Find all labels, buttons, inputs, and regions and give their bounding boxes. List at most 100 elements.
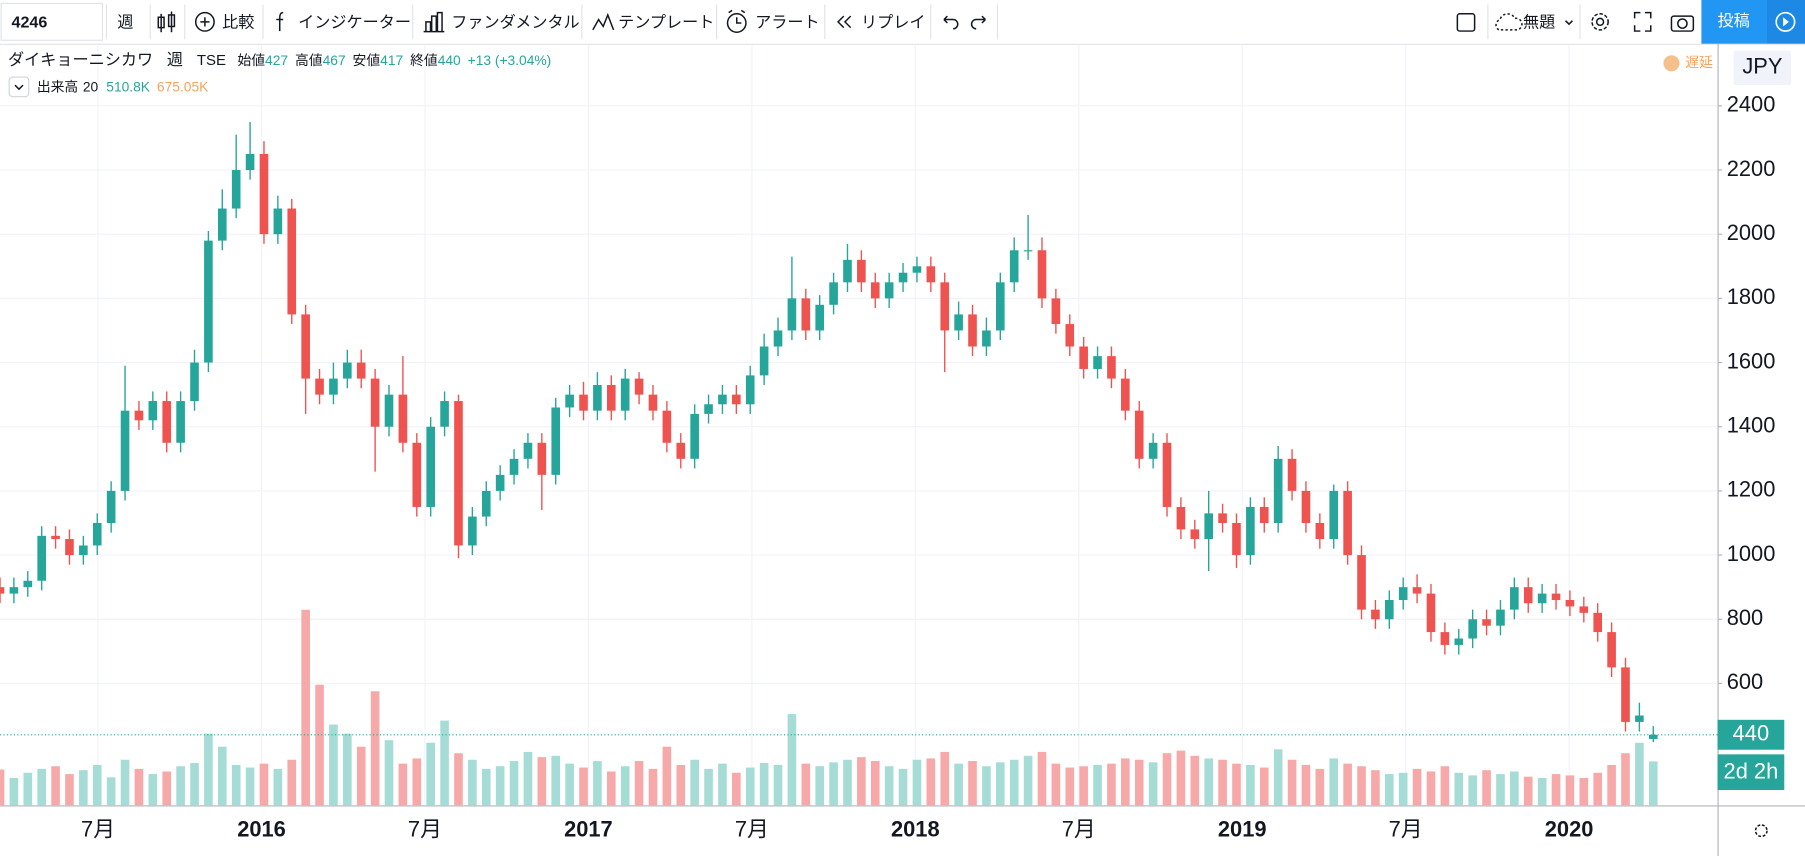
candle-body <box>1496 609 1505 626</box>
candle-body <box>1079 346 1088 369</box>
volume-bar <box>815 766 824 806</box>
currency-box[interactable] <box>1733 50 1792 86</box>
volume-bar <box>120 759 130 806</box>
publish-label[interactable]: 投稿 <box>1718 12 1750 30</box>
symbol-input[interactable]: 4246 <box>12 13 48 31</box>
candle-body <box>884 282 894 299</box>
candle-body <box>120 410 130 491</box>
volume-bar <box>370 691 380 806</box>
icon <box>1775 11 1796 32</box>
candle-body <box>1037 250 1047 299</box>
volume-bar <box>704 768 713 806</box>
candle-body <box>759 346 769 376</box>
legend-interval: 週 <box>167 51 183 69</box>
volume-bar <box>23 772 33 806</box>
candle-body <box>954 314 963 331</box>
candle-body <box>426 426 435 507</box>
change-value: +13 (+3.04%) <box>468 52 552 68</box>
volume-bar <box>1037 751 1047 806</box>
candle-body <box>1301 490 1311 523</box>
volume-bar <box>1287 759 1297 806</box>
financials-label[interactable]: ファンダメンタル <box>451 13 579 31</box>
candle-body <box>1232 522 1241 556</box>
volume-bar <box>1093 764 1102 806</box>
templates-button[interactable]: テンプレート <box>592 12 715 31</box>
volume-bar <box>1232 763 1241 806</box>
y-tick-label: 600 <box>1727 669 1763 694</box>
layout-button[interactable]: 無題 <box>1495 13 1573 31</box>
volume-bar <box>190 762 199 806</box>
indicators-button[interactable]: インジケーター <box>276 11 411 32</box>
volume-bar <box>1551 774 1561 806</box>
volume-bar <box>426 742 435 806</box>
replay-label[interactable]: リプレイ <box>861 13 925 31</box>
alert-button[interactable]: アラート <box>726 9 820 33</box>
alert-label[interactable]: アラート <box>755 13 819 31</box>
volume-bar <box>759 762 769 806</box>
y-tick-label: 1400 <box>1727 413 1776 438</box>
publish-button[interactable] <box>1701 0 1768 44</box>
snapshot-button[interactable] <box>1670 15 1695 32</box>
icon <box>836 15 852 29</box>
candle-body <box>690 413 699 459</box>
volume-bar <box>468 759 477 806</box>
fullscreen-button[interactable] <box>1633 11 1652 32</box>
candle-body <box>1426 593 1436 633</box>
candle-body <box>92 522 102 546</box>
indicators-label[interactable]: インジケーター <box>298 13 411 31</box>
volume-bar <box>1593 772 1603 806</box>
y-tick-label: 1000 <box>1727 541 1776 566</box>
toolbar-bg <box>0 0 1805 44</box>
chart-style-button[interactable] <box>157 11 176 33</box>
layout-name[interactable]: 無題 <box>1523 13 1555 31</box>
candle-body <box>912 266 922 273</box>
candle-body <box>1218 513 1227 523</box>
volume-bar <box>79 770 88 806</box>
undo-button[interactable] <box>943 15 959 30</box>
volume-bar <box>217 746 227 806</box>
volume-bar <box>593 761 602 806</box>
candle-body <box>1107 356 1116 379</box>
templates-label[interactable]: テンプレート <box>618 13 714 31</box>
volume-bar <box>1107 763 1116 806</box>
settings-button[interactable] <box>1591 13 1609 31</box>
symbol-box[interactable] <box>0 2 104 41</box>
compare-label[interactable]: 比較 <box>222 13 254 31</box>
x-tick-label: 2018 <box>891 816 940 841</box>
volume-bar <box>65 774 74 806</box>
candle-body <box>898 272 908 283</box>
volume-bar <box>1259 767 1269 806</box>
icon <box>1595 17 1605 27</box>
icon <box>157 16 165 29</box>
volume-bar <box>1329 758 1339 806</box>
interval-button[interactable]: 週 <box>117 13 133 31</box>
volume-bar <box>926 758 936 806</box>
select-button[interactable] <box>1456 13 1476 32</box>
volume-bar <box>1621 753 1630 806</box>
candle-body <box>926 266 936 283</box>
delayed-label: 遅延 <box>1685 54 1713 70</box>
candle-body <box>1065 324 1075 347</box>
candle-body <box>606 385 616 411</box>
candle-body <box>217 208 227 241</box>
volume-bar <box>912 759 922 806</box>
redo-button[interactable] <box>970 15 986 30</box>
icon <box>1670 15 1695 32</box>
volume-bar <box>829 762 838 806</box>
compare-button[interactable]: 比較 <box>194 11 255 32</box>
candle-body <box>37 535 46 581</box>
candle-body <box>1051 298 1061 325</box>
low-label: 安値 <box>353 52 381 68</box>
x-tick-label: 7月 <box>1389 816 1423 841</box>
volume-bar <box>1565 775 1575 806</box>
y-tick-label: 1200 <box>1727 477 1776 502</box>
axis-settings-button[interactable] <box>1754 824 1768 838</box>
currency-label[interactable]: JPY <box>1742 54 1783 79</box>
replay-button[interactable]: リプレイ <box>836 13 926 31</box>
candle-body <box>1023 250 1033 252</box>
volume-ma: 510.8K <box>106 78 151 94</box>
financials-button[interactable]: ファンダメンタル <box>423 11 580 33</box>
collapse-button[interactable] <box>8 76 30 98</box>
toolbar: 4246 週 比較 インジケーター ファンダメンタル テンプレート <box>0 0 1805 45</box>
